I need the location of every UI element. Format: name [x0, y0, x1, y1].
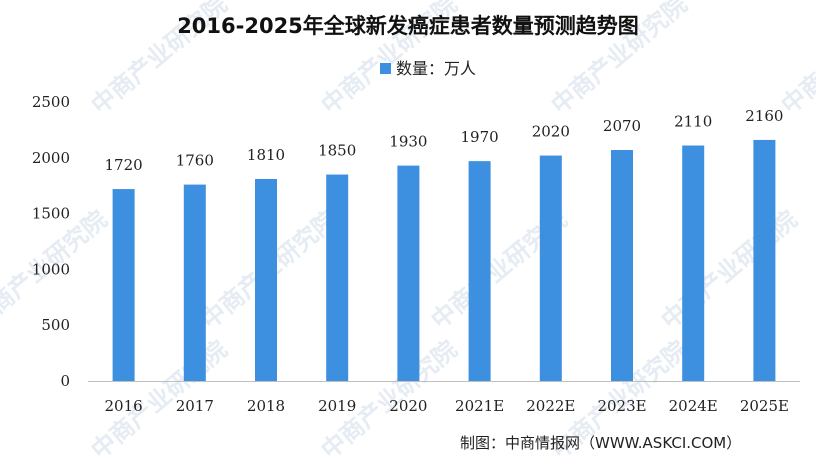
source-note: 制图：中商情报网（WWW.ASKCI.COM）: [460, 434, 741, 452]
data-label: 1720: [105, 156, 143, 174]
bar: [753, 139, 776, 381]
x-tick-label: 2023E: [597, 397, 646, 415]
y-axis: 0 500 1000 1500 2000 2500: [32, 93, 70, 390]
bar: [326, 174, 349, 381]
data-label: 1760: [176, 152, 214, 170]
y-tick-label: 2000: [32, 149, 70, 167]
watermark-text: 中商产业研究院: [776, 0, 816, 120]
watermark-text: 中商产业研究院: [656, 205, 803, 334]
x-tick-label: 2025E: [740, 397, 789, 415]
x-tick-label: 2024E: [669, 397, 718, 415]
data-label: 2020: [532, 123, 570, 141]
data-label: 1930: [389, 133, 427, 151]
bar: [611, 149, 633, 381]
bar: [539, 155, 562, 381]
x-tick-label: 2020: [389, 397, 427, 415]
x-tick-label: 2016: [105, 397, 143, 415]
y-tick-label: 0: [60, 372, 70, 390]
x-tick-label: 2019: [318, 397, 356, 415]
y-tick-label: 1500: [32, 205, 70, 223]
data-label: 1970: [461, 128, 499, 146]
bar: [112, 189, 135, 381]
bar-series: [112, 139, 776, 381]
legend-label: 数量：万人: [396, 59, 476, 78]
x-axis: 2016 2017 2018 2019 2020 2021E 2022E 2023E 2024E…: [88, 381, 800, 415]
bar: [397, 165, 420, 381]
x-tick-label: 2021E: [455, 397, 504, 415]
x-tick-label: 2018: [247, 397, 285, 415]
y-tick-label: 2500: [32, 93, 70, 111]
x-tick-label: 2017: [176, 397, 214, 415]
data-label: 2110: [674, 113, 712, 131]
data-labels: 1720 1760 1810 1850 1930 1970 2020 2070 2110 2160: [105, 107, 784, 174]
data-label: 2160: [745, 107, 783, 125]
y-tick-label: 1000: [32, 260, 70, 278]
bar: [468, 161, 491, 381]
bar: [255, 179, 277, 381]
legend-swatch: [380, 63, 391, 74]
data-label: 1850: [318, 142, 356, 160]
data-label: 1810: [247, 146, 285, 164]
chart-title: 2016-2025年全球新发癌症患者数量预测趋势图: [177, 14, 639, 38]
y-tick-label: 500: [41, 316, 70, 334]
bar: [682, 145, 705, 381]
x-tick-label: 2022E: [526, 397, 575, 415]
bar: [183, 184, 206, 381]
data-label: 2070: [603, 117, 641, 135]
